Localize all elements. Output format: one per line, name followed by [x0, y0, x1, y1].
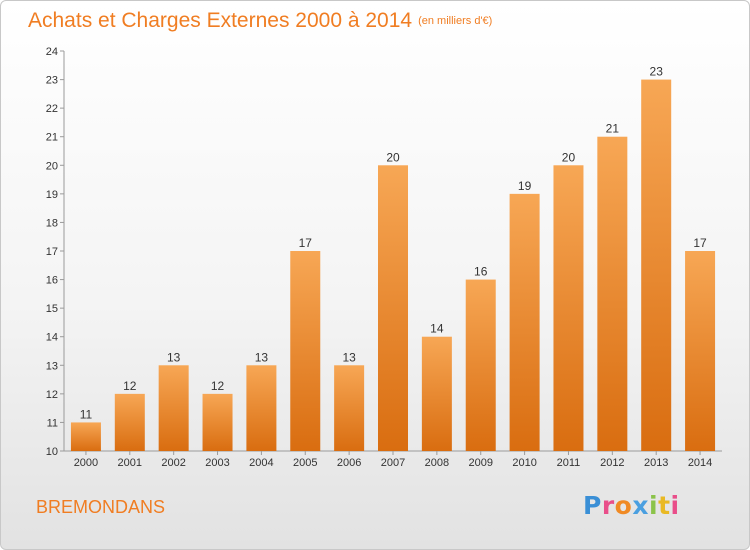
bar-value-label: 11: [80, 407, 93, 421]
bar: [70, 422, 101, 451]
x-tick-label: 2000: [74, 457, 98, 469]
y-tick-label: 14: [46, 332, 58, 344]
logo-letter: t: [658, 491, 671, 520]
x-tick-label: 2013: [644, 457, 668, 469]
x-tick-label: 2005: [293, 457, 317, 469]
y-tick-label: 12: [46, 389, 58, 401]
bar: [202, 393, 233, 451]
bar-value-label: 16: [474, 265, 488, 279]
x-tick-label: 2010: [512, 457, 536, 469]
x-tick-label: 2001: [118, 457, 142, 469]
bar: [553, 165, 584, 452]
bar-value-label: 13: [255, 350, 269, 364]
logo-letter: i: [649, 491, 659, 520]
y-tick-label: 13: [46, 360, 58, 372]
bar-value-label: 13: [342, 350, 356, 364]
proxiti-logo: Proxiti: [583, 491, 680, 520]
chart-title-text: Achats et Charges Externes 2000 à 2014: [28, 9, 413, 32]
y-tick-label: 19: [46, 189, 58, 201]
bar: [378, 165, 408, 452]
chart-title: Achats et Charges Externes 2000 à 2014 (e…: [28, 9, 492, 33]
bar: [465, 279, 496, 451]
bar-value-label: 17: [299, 236, 313, 250]
bar: [158, 365, 189, 451]
x-tick-label: 2004: [249, 457, 273, 469]
y-tick-label: 23: [46, 75, 58, 87]
logo-letter: x: [632, 491, 649, 520]
bar: [641, 79, 672, 452]
x-tick-label: 2014: [688, 457, 712, 469]
y-tick-label: 15: [46, 303, 58, 315]
bar: [509, 193, 540, 451]
y-tick-label: 17: [46, 246, 58, 258]
logo-letter: o: [614, 491, 633, 520]
x-tick-label: 2008: [425, 457, 449, 469]
bar: [114, 393, 145, 451]
bar-value-label: 13: [167, 350, 181, 364]
x-tick-label: 2011: [557, 457, 581, 469]
y-tick-label: 16: [46, 275, 58, 287]
bar-value-label: 12: [211, 379, 225, 393]
logo-letter: P: [583, 491, 602, 520]
y-tick-label: 22: [46, 103, 58, 115]
y-tick-label: 18: [46, 217, 58, 229]
y-tick-label: 11: [47, 417, 58, 429]
y-tick-label: 24: [46, 46, 58, 58]
bar: [246, 365, 277, 451]
bar: [290, 251, 321, 451]
x-tick-label: 2012: [600, 457, 624, 469]
x-tick-label: 2003: [205, 457, 229, 469]
bars: [70, 79, 716, 452]
x-tick-label: 2007: [381, 457, 405, 469]
bar-value-label: 17: [693, 236, 707, 250]
bar-value-label: 21: [606, 122, 620, 136]
value-labels: 11 12 13 12 13 17 13 20 14 16 19 20 21 23 17: [80, 65, 707, 422]
bar-value-label: 19: [518, 179, 532, 193]
bar-value-label: 12: [123, 379, 137, 393]
place-name: BREMONDANS: [36, 497, 166, 517]
bar: [421, 336, 452, 451]
y-tick-label: 10: [46, 446, 58, 458]
bar: [685, 251, 716, 451]
x-tick-label: 2002: [161, 457, 185, 469]
y-tick-label: 21: [46, 132, 58, 144]
logo-letter: i: [670, 491, 680, 520]
bar-value-label: 14: [430, 322, 444, 336]
bar: [597, 136, 628, 451]
logo-letter: r: [601, 491, 615, 520]
y-tick-label: 20: [46, 160, 58, 172]
bar: [334, 365, 365, 451]
x-tick-label: 2006: [337, 457, 361, 469]
chart-subtitle: (en milliers d'€): [418, 15, 493, 27]
bar-value-label: 20: [562, 150, 576, 164]
bar-value-label: 23: [650, 65, 664, 79]
bar-value-label: 20: [386, 150, 400, 164]
x-tick-label: 2009: [468, 457, 492, 469]
